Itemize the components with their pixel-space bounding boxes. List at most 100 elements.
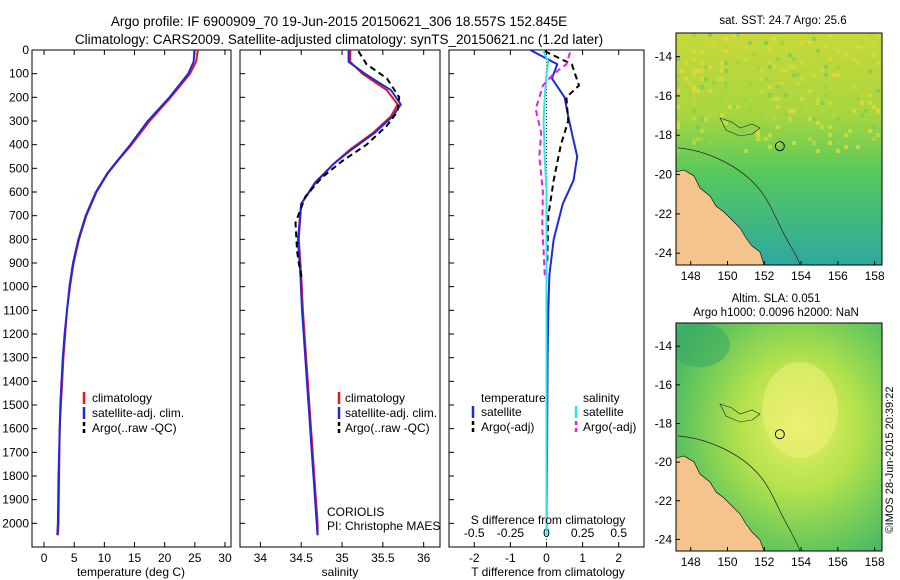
sst-speckle-cell (732, 73, 736, 77)
sst-speckle-cell (676, 81, 680, 85)
sst-speckle-cell (696, 69, 700, 73)
sst-speckle-cell (744, 57, 748, 61)
temperature-panel-frame (31, 49, 232, 548)
sst-speckle-cell (728, 105, 732, 109)
temperature-ytick-label: 800 (9, 232, 29, 246)
sla_map-xtick-label: 154 (791, 555, 811, 569)
sst-speckle-cell (776, 37, 780, 41)
sst-speckle-cell (764, 137, 768, 141)
sst-speckle-cell (808, 93, 812, 97)
sst-speckle-cell (676, 121, 680, 125)
temperature-legend: climatology satellite-adj. clim. Argo(..… (82, 391, 184, 435)
sst-speckle-cell (860, 101, 864, 105)
sst-speckle-cell (792, 57, 796, 61)
sst-speckle-cell (760, 89, 764, 93)
sst-speckle-cell (876, 85, 880, 89)
sst-speckle-cell (692, 49, 696, 53)
legend-argo-label: Argo(..raw -QC) (92, 421, 177, 435)
sst-speckle-cell (856, 61, 860, 65)
temperature-ytick-label: 900 (9, 256, 29, 270)
sst-speckle-cell (836, 149, 840, 153)
temperature-ytick-label: 1400 (2, 374, 29, 388)
sst-speckle-cell (868, 129, 872, 133)
temperature-ytick-label: 700 (9, 209, 29, 223)
sst-speckle-cell (848, 129, 852, 133)
sla-map-high-blob (762, 362, 838, 458)
sst-speckle-cell (692, 41, 696, 45)
sst-speckle-cell (804, 77, 808, 81)
sst-speckle-cell (708, 141, 712, 145)
sst-speckle-cell (852, 85, 856, 89)
sst-speckle-cell (752, 53, 756, 57)
sla_map-xtick-label: 148 (681, 555, 701, 569)
sst-speckle-cell (776, 141, 780, 145)
sst-speckle-cell (792, 141, 796, 145)
sst-speckle-cell (836, 49, 840, 53)
sst-map-speckle (676, 33, 880, 153)
sst-speckle-cell (812, 117, 816, 121)
sst-speckle-cell (780, 69, 784, 73)
sst-speckle-cell (676, 89, 680, 93)
sla-map-low-blob (676, 323, 730, 367)
sst-speckle-cell (680, 57, 684, 61)
sst-speckle-cell (828, 133, 832, 137)
sst-speckle-cell (704, 49, 708, 53)
sst-speckle-cell (816, 121, 820, 125)
sst-speckle-cell (676, 125, 680, 129)
sst-speckle-cell (844, 145, 848, 149)
sst-speckle-cell (720, 69, 724, 73)
sst-speckle-cell (768, 45, 772, 49)
sst-speckle-cell (832, 73, 836, 77)
sst-speckle-cell (768, 133, 772, 137)
sst-speckle-cell (808, 89, 812, 93)
temperature-chart: 0 5 10 15 20 25 300100200300400500600700800900… (2, 43, 232, 565)
sst_map-ytick-label: -16 (655, 89, 673, 103)
sst-speckle-cell (808, 49, 812, 53)
sst-speckle-cell (736, 61, 740, 65)
sst-speckle-cell (692, 85, 696, 89)
sst-speckle-cell (784, 69, 788, 73)
sst-speckle-cell (724, 121, 728, 125)
sst-speckle-cell (676, 57, 680, 61)
sst-speckle-cell (828, 101, 832, 105)
sst-speckle-cell (824, 93, 828, 97)
temperature-xlabel: temperature (deg C) (77, 565, 185, 579)
sla_map-ytick-label: -20 (655, 455, 673, 469)
sst-speckle-cell (812, 37, 816, 41)
sst-speckle-cell (680, 69, 684, 73)
sst-speckle-cell (684, 145, 688, 149)
temperature-ytick-label: 0 (22, 43, 29, 57)
sst-speckle-cell (764, 41, 768, 45)
sst-speckle-cell (832, 89, 836, 93)
sla-map-land (676, 455, 765, 551)
diff-legend-temp-argo-label: Argo(-adj) (481, 420, 534, 434)
sla-map-title-line2: Argo h1000: 0.0096 h2000: NaN (693, 307, 859, 319)
diff-legend-salinity-heading: salinity (583, 391, 620, 405)
sst-speckle-cell (692, 33, 696, 37)
sst-speckle-cell (736, 33, 740, 37)
sst-speckle-cell (836, 117, 840, 121)
salinity-chart: 34 34.5 35 35.5 36 (240, 49, 431, 565)
salinity-series-argo-raw-qc (294, 50, 401, 278)
sst-speckle-cell (872, 141, 876, 145)
sst-speckle-cell (756, 65, 760, 69)
temperature-ytick-label: 1000 (2, 280, 29, 294)
sst-speckle-cell (700, 33, 704, 37)
sst-speckle-cell (696, 125, 700, 129)
sst-speckle-cell (872, 137, 876, 141)
sst-speckle-cell (756, 137, 760, 141)
sst-speckle-cell (876, 133, 880, 137)
sst-speckle-cell (872, 41, 876, 45)
temperature-ytick-label: 100 (9, 67, 29, 81)
salinity-series-climatology (297, 50, 399, 536)
sst-speckle-cell (776, 81, 780, 85)
sst-speckle-cell (836, 141, 840, 145)
sst-speckle-cell (720, 97, 724, 101)
sla-map-title-line1: Altim. SLA: 0.051 (732, 293, 821, 305)
sst_map-xtick-label: 154 (791, 269, 811, 283)
sst-speckle-cell (692, 101, 696, 105)
sst-speckle-cell (756, 129, 760, 133)
sst-speckle-cell (772, 117, 776, 121)
sst-speckle-cell (812, 65, 816, 69)
sst-speckle-cell (828, 125, 832, 129)
